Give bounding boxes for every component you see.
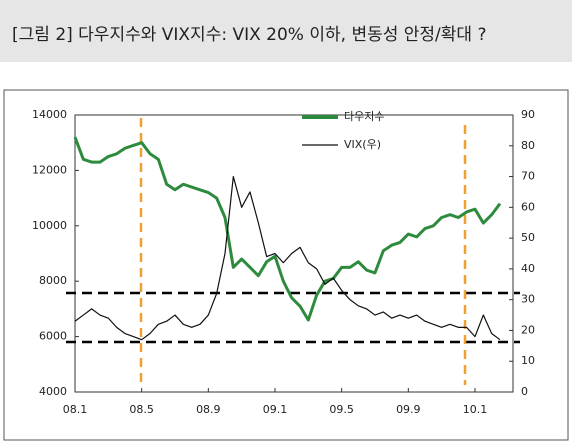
y2-tick-label: 10 — [521, 354, 535, 367]
y2-tick-label: 20 — [521, 323, 535, 336]
x-tick-label: 10.1 — [463, 403, 488, 416]
title-banner — [0, 0, 572, 62]
x-tick-label: 09.9 — [396, 403, 421, 416]
x-tick-label: 09.5 — [329, 403, 354, 416]
y-tick-label: 8000 — [39, 274, 67, 287]
plot-frame — [74, 114, 514, 393]
chart-title: [그림 2] 다우지수와 VIX지수: VIX 20% 이하, 변동성 안정/확… — [12, 25, 487, 45]
y2-tick-label: 90 — [521, 108, 535, 121]
y-tick-label: 4000 — [39, 385, 67, 398]
series-line — [73, 136, 502, 322]
y2-tick-label: 40 — [521, 262, 535, 275]
y-tick-label: 10000 — [32, 219, 67, 232]
series-line — [74, 175, 501, 341]
y2-tick-label: 70 — [521, 170, 535, 183]
y2-tick-label: 80 — [521, 139, 535, 152]
chart-frame — [3, 89, 569, 441]
y2-tick-label: 0 — [521, 385, 528, 398]
y2-tick-label: 30 — [521, 293, 535, 306]
y-tick-label: 12000 — [32, 163, 67, 176]
x-tick-label: 09.1 — [263, 403, 288, 416]
y2-tick-label: 60 — [521, 200, 535, 213]
legend-label: 다우지수 — [344, 110, 384, 123]
x-tick-label: 08.1 — [63, 403, 88, 416]
y-tick-label: 6000 — [39, 330, 67, 343]
y-tick-label: 14000 — [32, 108, 67, 121]
y2-tick-label: 50 — [521, 231, 535, 244]
legend-label: VIX(우) — [344, 138, 381, 151]
x-tick-label: 08.5 — [129, 403, 154, 416]
x-tick-label: 08.9 — [196, 403, 221, 416]
